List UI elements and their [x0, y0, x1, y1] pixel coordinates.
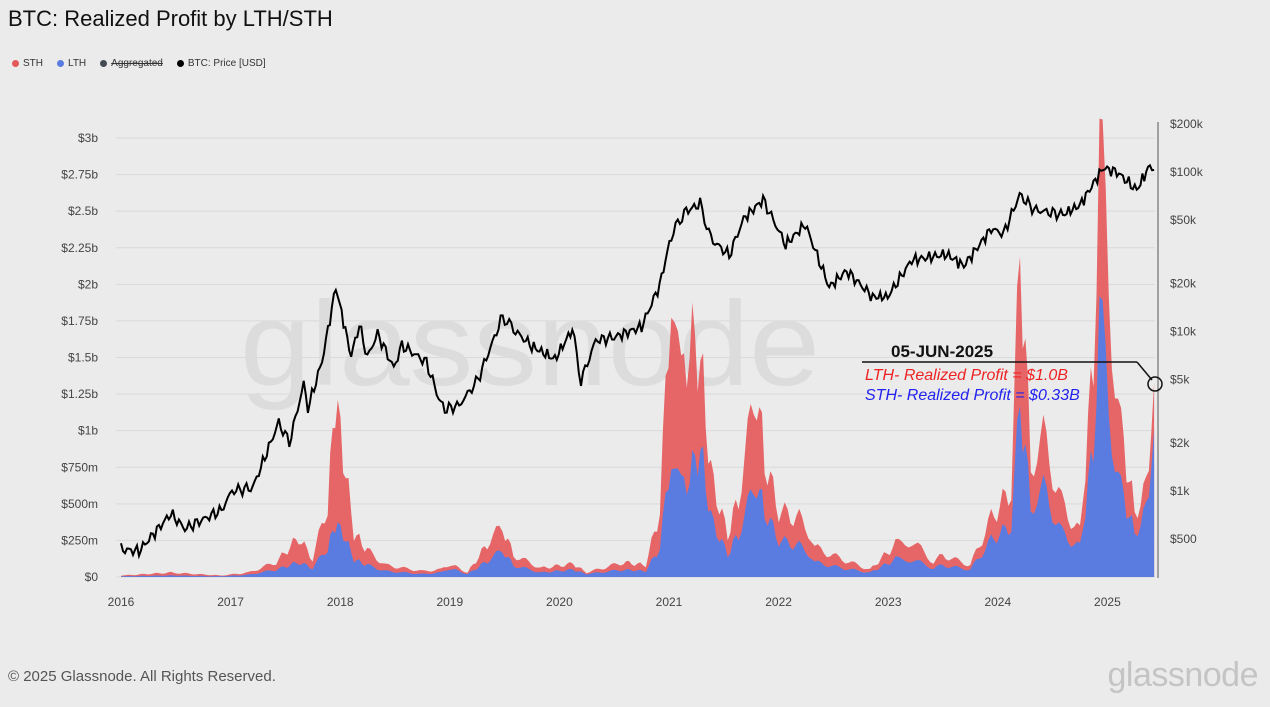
y-right-tick-label: $10k	[1170, 325, 1197, 339]
x-tick-label: 2022	[765, 595, 792, 609]
legend-label: STH	[23, 58, 43, 69]
lth-dot-icon	[57, 60, 64, 67]
legend-label: Aggregated	[111, 58, 163, 69]
y-left-tick-label: $1.5b	[68, 351, 98, 365]
y-right-tick-label: $1k	[1170, 484, 1190, 498]
y-right-tick-label: $50k	[1170, 213, 1197, 227]
y-right-tick-label: $500	[1170, 532, 1197, 546]
x-tick-label: 2018	[327, 595, 354, 609]
y-right-tick-label: $5k	[1170, 373, 1190, 387]
price-dot-icon	[176, 60, 184, 67]
y-right-tick-label: $200k	[1170, 117, 1204, 131]
price-line	[120, 163, 1155, 560]
legend-item-sth[interactable]: STH	[12, 58, 43, 69]
annotation-date: 05-JUN-2025	[891, 342, 993, 361]
lth-area	[121, 296, 1155, 577]
annotation-sth: STH- Realized Profit = $0.33B	[865, 387, 1080, 404]
legend-label: LTH	[68, 58, 87, 69]
y-left-tick-label: $1.25b	[61, 387, 98, 401]
x-tick-label: 2024	[984, 595, 1011, 609]
legend: STH LTH Aggregated BTC: Price [USD]	[12, 58, 266, 69]
x-tick-label: 2023	[875, 595, 902, 609]
x-tick-label: 2020	[546, 595, 573, 609]
aggregated-dot-icon	[100, 60, 108, 67]
y-left-tick-label: $2.5b	[68, 204, 98, 218]
y-left-tick-label: $1.75b	[61, 314, 98, 328]
y-left-tick-label: $1b	[78, 424, 98, 438]
x-tick-label: 2019	[436, 595, 463, 609]
y-left-tick-label: $500m	[61, 497, 98, 511]
x-tick-label: 2017	[217, 595, 244, 609]
annotation-lth: LTH- Realized Profit = $1.0B	[865, 367, 1068, 384]
x-tick-label: 2016	[108, 595, 135, 609]
glassnode-logo: glassnode	[1107, 656, 1258, 694]
y-right-tick-label: $20k	[1170, 276, 1197, 290]
legend-label: BTC: Price [USD]	[187, 58, 266, 69]
annotation-leader-line	[1136, 361, 1153, 381]
sth-dot-icon	[12, 60, 19, 67]
y-left-tick-label: $2.75b	[61, 168, 98, 182]
legend-item-price[interactable]: BTC: Price [USD]	[176, 58, 266, 69]
y-left-tick-label: $2.25b	[61, 241, 98, 255]
legend-item-aggregated[interactable]: Aggregated	[100, 58, 163, 69]
annotation-marker	[1147, 376, 1163, 392]
legend-item-lth[interactable]: LTH	[57, 58, 86, 69]
y-left-tick-label: $3b	[78, 131, 98, 145]
y-left-tick-label: $250m	[61, 533, 98, 547]
y-right-tick-label: $2k	[1170, 436, 1190, 450]
copyright: © 2025 Glassnode. All Rights Reserved.	[8, 668, 276, 685]
chart-title: BTC: Realized Profit by LTH/STH	[8, 6, 333, 31]
y-left-tick-label: $750m	[61, 460, 98, 474]
annotation: 05-JUN-2025 LTH- Realized Profit = $1.0B…	[862, 342, 1163, 404]
x-tick-label: 2021	[656, 595, 683, 609]
y-right-tick-label: $100k	[1170, 165, 1204, 179]
y-left-tick-label: $0	[85, 570, 99, 584]
y-left-tick-label: $2b	[78, 277, 98, 291]
x-tick-label: 2025	[1094, 595, 1121, 609]
